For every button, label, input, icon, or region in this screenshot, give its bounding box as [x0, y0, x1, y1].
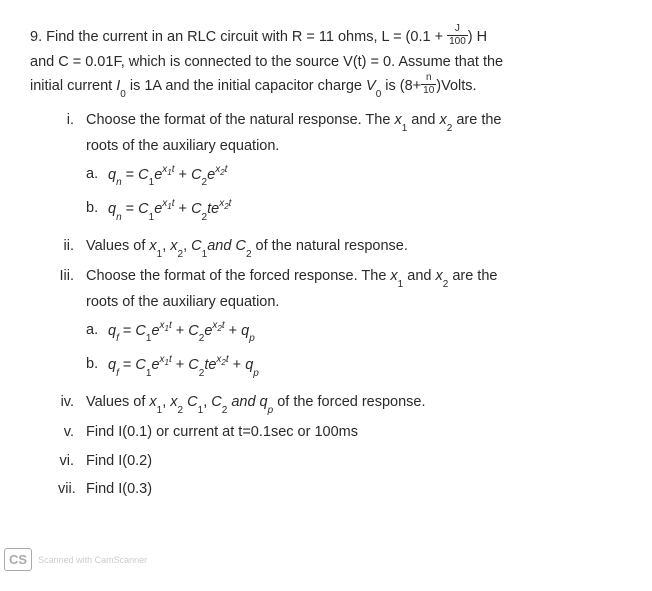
option-i-a: a. qn = C1ex1t + C2ex2t: [86, 161, 632, 190]
problem-number: 9.: [30, 29, 42, 45]
equation-qn-a: qn = C1ex1t + C2ex2t: [108, 161, 227, 190]
item-vii: vii. Find I(0.3): [58, 477, 632, 502]
equation-qf-b: qf = C1ex1t + C2tex2t + qp: [108, 351, 259, 380]
option-iii-a: a. qf = C1ex1t + C2ex2t + qp: [86, 317, 632, 346]
fraction-j-100: J100: [447, 24, 468, 47]
equation-qn-b: qn = C1ex1t + C2tex2t: [108, 195, 231, 224]
item-v: v. Find I(0.1) or current at t=0.1sec or…: [58, 420, 632, 445]
item-vi: vi. Find I(0.2): [58, 449, 632, 474]
problem-statement: 9. Find the current in an RLC circuit wi…: [30, 25, 632, 100]
item-ii: ii. Values of x1, x2, C1and C2 of the na…: [58, 234, 632, 260]
option-i-b: b. qn = C1ex1t + C2tex2t: [86, 195, 632, 224]
fraction-n-10: n10: [421, 73, 436, 96]
scanner-watermark: CS Scanned with CamScanner: [4, 548, 147, 571]
equation-qf-a: qf = C1ex1t + C2ex2t + qp: [108, 317, 255, 346]
item-iii: Iii. Choose the format of the forced res…: [58, 264, 632, 386]
cs-text: Scanned with CamScanner: [38, 555, 147, 565]
cs-icon: CS: [4, 548, 32, 571]
sub-items-list: i. Choose the format of the natural resp…: [58, 108, 632, 502]
item-i: i. Choose the format of the natural resp…: [58, 108, 632, 230]
option-iii-b: b. qf = C1ex1t + C2tex2t + qp: [86, 351, 632, 380]
item-iv: iv. Values of x1, x2 C1, C2 and qp of th…: [58, 390, 632, 416]
